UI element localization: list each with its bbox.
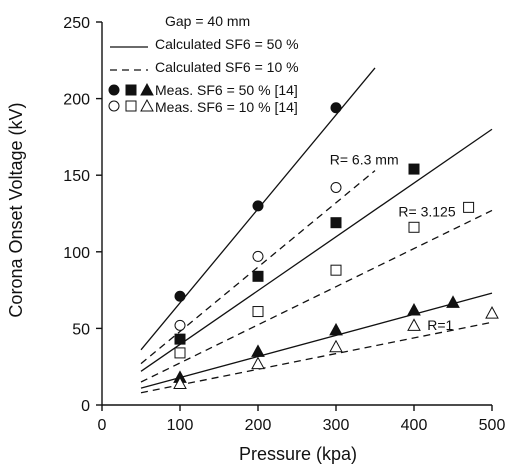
legend-marker xyxy=(140,82,154,96)
series-annotation: R= 6.3 mm xyxy=(330,151,399,167)
y-axis-title: Corona Onset Voltage (kV) xyxy=(6,102,26,317)
y-tick-label: 0 xyxy=(81,398,90,415)
legend: Gap = 40 mm Calculated SF6 = 50 % Calculat… xyxy=(108,13,299,115)
data-point xyxy=(329,322,343,336)
data-point xyxy=(174,347,186,359)
fit-line xyxy=(140,292,493,389)
data-point xyxy=(252,250,264,262)
y-tick-label: 150 xyxy=(63,168,90,185)
x-tick-label: 0 xyxy=(98,417,107,434)
data-point xyxy=(252,306,264,318)
legend-marker xyxy=(125,84,137,96)
data-point xyxy=(408,221,420,233)
x-tick-label: 500 xyxy=(479,417,506,434)
annotations: R= 6.3 mm R= 3.125 R=1 xyxy=(330,151,456,332)
data-point xyxy=(174,290,186,302)
legend-marker xyxy=(125,100,137,112)
fit-line xyxy=(140,128,493,372)
y-tick-label: 50 xyxy=(72,321,90,338)
data-point xyxy=(408,163,420,175)
data-point xyxy=(446,295,460,308)
x-tick-label: 200 xyxy=(245,417,272,434)
series-annotation: R= 3.125 xyxy=(398,204,455,220)
data-point xyxy=(329,339,343,353)
legend-entry-label: Meas. SF6 = 10 % [14] xyxy=(155,99,298,115)
data-point xyxy=(407,302,421,316)
legend-marker xyxy=(108,84,120,96)
data-point xyxy=(330,181,342,193)
data-point xyxy=(330,102,342,114)
data-point xyxy=(174,333,186,345)
fit-line xyxy=(140,209,493,383)
legend-entry-label: Calculated SF6 = 10 % xyxy=(155,59,299,75)
legend-gap-label: Gap = 40 mm xyxy=(165,13,250,29)
legend-marker xyxy=(140,98,154,112)
data-point xyxy=(252,270,264,282)
data-point xyxy=(173,376,187,390)
data-point xyxy=(485,306,499,319)
data-point xyxy=(330,217,342,229)
data-point xyxy=(463,201,475,213)
x-tick-label: 400 xyxy=(401,417,428,434)
data-point xyxy=(330,264,342,276)
series-annotation: R=1 xyxy=(427,317,453,333)
legend-marker xyxy=(108,100,120,112)
data-point xyxy=(407,318,421,331)
data-point xyxy=(174,319,186,331)
x-tick-label: 100 xyxy=(167,417,194,434)
legend-entry-label: Calculated SF6 = 50 % xyxy=(155,36,299,52)
fit-lines xyxy=(140,67,493,394)
x-axis-title: Pressure (kpa) xyxy=(239,444,357,464)
y-tick-label: 100 xyxy=(63,245,90,262)
y-tick-label: 250 xyxy=(63,15,90,32)
data-points xyxy=(173,102,499,390)
axes: 0 100 200 300 400 500 0 50 100 150 200 250 xyxy=(63,15,505,434)
y-tick-label: 200 xyxy=(63,92,90,109)
data-point xyxy=(251,356,265,370)
x-tick-label: 300 xyxy=(323,417,350,434)
fit-line xyxy=(140,170,376,365)
legend-entry-label: Meas. SF6 = 50 % [14] xyxy=(155,82,298,98)
data-point xyxy=(252,200,264,212)
data-point xyxy=(251,344,265,357)
